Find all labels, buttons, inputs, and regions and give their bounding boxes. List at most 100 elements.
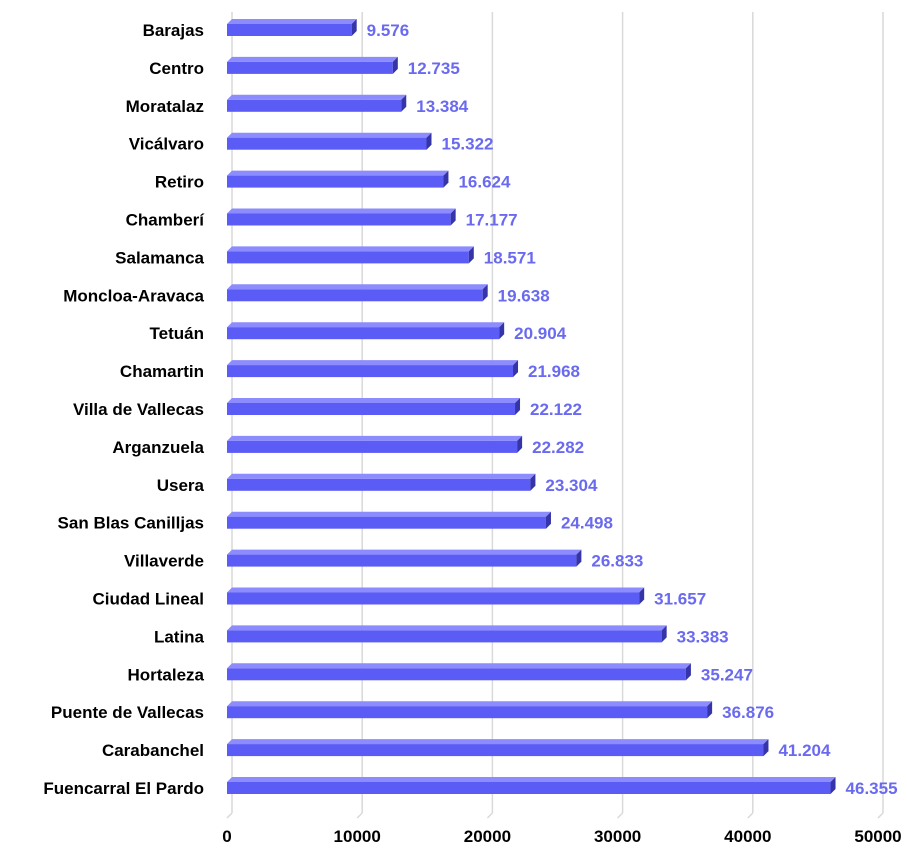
- gridline-base: [486, 812, 493, 819]
- data-label: 31.657: [654, 590, 706, 609]
- bar-top-face: [227, 94, 407, 100]
- bar-side-face: [639, 587, 645, 605]
- bar-side-face: [707, 701, 713, 719]
- data-label: 22.282: [532, 438, 584, 457]
- bar-top-face: [227, 19, 357, 24]
- bar-side-face: [392, 56, 398, 74]
- category-label: Vicálvaro: [129, 135, 204, 154]
- bar-top-face: [227, 663, 691, 669]
- x-tick-label: 40000: [724, 827, 771, 846]
- bars: [227, 19, 836, 794]
- data-label: 26.833: [591, 552, 643, 571]
- category-label: Retiro: [155, 173, 204, 192]
- bar-side-face: [513, 360, 519, 378]
- bar-side-face: [426, 132, 432, 150]
- bar-front-face: [227, 365, 514, 378]
- bar-front-face: [227, 592, 640, 605]
- bar-side-face: [351, 19, 357, 36]
- data-label: 16.624: [458, 173, 511, 192]
- bar-top-face: [227, 549, 582, 555]
- bar-front-face: [227, 403, 516, 415]
- category-label: Ciudad Lineal: [93, 590, 204, 609]
- category-label: Latina: [154, 627, 205, 646]
- bar: [227, 322, 505, 340]
- category-label: Centro: [149, 59, 204, 78]
- bar: [227, 246, 474, 264]
- category-label: Villaverde: [124, 552, 204, 571]
- bar-top-face: [227, 777, 836, 782]
- bar-side-face: [763, 739, 769, 757]
- bar-front-face: [227, 744, 764, 757]
- data-label: 20.904: [514, 324, 567, 343]
- bar-side-face: [661, 625, 667, 643]
- bar: [227, 435, 523, 453]
- bar: [227, 739, 769, 757]
- bar: [227, 56, 398, 74]
- data-label: 13.384: [416, 97, 469, 116]
- category-label: Chamberí: [126, 211, 206, 230]
- data-label: 35.247: [701, 665, 753, 684]
- x-tick-label: 30000: [594, 827, 641, 846]
- gridline-base: [226, 812, 233, 819]
- bar: [227, 587, 645, 605]
- bar-side-face: [545, 511, 551, 529]
- data-label: 33.383: [677, 627, 729, 646]
- bar-top-face: [227, 473, 536, 479]
- bar-top-face: [227, 739, 769, 745]
- gridline-base: [747, 812, 754, 819]
- category-label: Fuencarral El Pardo: [43, 779, 204, 798]
- bar-front-face: [227, 630, 662, 643]
- x-tick-label: 0: [222, 827, 231, 846]
- bar-top-face: [227, 56, 398, 62]
- x-tick-label: 20000: [464, 827, 511, 846]
- bar-front-face: [227, 516, 546, 529]
- data-label: 9.576: [367, 21, 410, 40]
- bar-side-face: [530, 473, 536, 491]
- bar-front-face: [227, 175, 444, 188]
- bar-side-face: [515, 398, 521, 415]
- data-labels: 9.576 12.735 13.384 15.322 16.624 17.177 18.57…: [367, 21, 898, 798]
- bar: [227, 511, 551, 529]
- bar-top-face: [227, 132, 432, 138]
- data-label: 17.177: [466, 211, 518, 230]
- category-label: Carabanchel: [102, 741, 204, 760]
- bar-front-face: [227, 440, 518, 453]
- bar: [227, 777, 836, 794]
- data-label: 22.122: [530, 400, 582, 419]
- gridline-base: [617, 812, 624, 819]
- gridline-base: [877, 812, 884, 819]
- data-label: 41.204: [778, 741, 831, 760]
- bar-front-face: [227, 251, 469, 264]
- bar-side-face: [401, 94, 407, 112]
- bar-front-face: [227, 706, 708, 719]
- bar: [227, 208, 456, 226]
- data-label: 23.304: [545, 476, 598, 495]
- bar-top-face: [227, 208, 456, 214]
- bar-top-face: [227, 587, 645, 593]
- data-label: 24.498: [561, 514, 613, 533]
- data-label: 15.322: [441, 135, 493, 154]
- bar-front-face: [227, 782, 831, 794]
- gridline-base: [356, 812, 363, 819]
- category-label: Puente de Vallecas: [51, 703, 204, 722]
- bar-front-face: [227, 24, 352, 36]
- bar-top-face: [227, 511, 551, 517]
- bar-top-face: [227, 284, 488, 290]
- bar-side-face: [499, 322, 505, 340]
- bar-front-face: [227, 213, 451, 226]
- bar: [227, 19, 357, 36]
- bar-front-face: [227, 327, 500, 340]
- bar-side-face: [482, 284, 488, 302]
- data-label: 21.968: [528, 362, 580, 381]
- data-label: 18.571: [484, 248, 536, 267]
- category-label: Salamanca: [115, 248, 204, 267]
- x-tick-label: 50000: [854, 827, 901, 846]
- category-label: Villa de Vallecas: [73, 400, 204, 419]
- bar: [227, 625, 667, 643]
- bar-front-face: [227, 61, 393, 74]
- bar-top-face: [227, 435, 523, 441]
- data-label: 19.638: [498, 286, 550, 305]
- category-label: Hortaleza: [127, 665, 204, 684]
- bar-top-face: [227, 398, 521, 403]
